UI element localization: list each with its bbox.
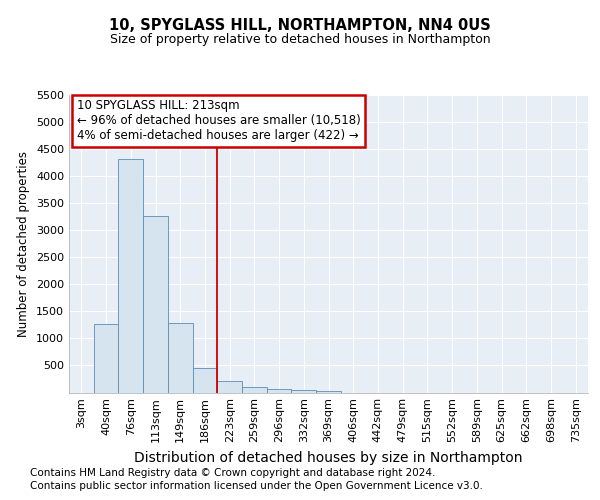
X-axis label: Distribution of detached houses by size in Northampton: Distribution of detached houses by size … (134, 451, 523, 465)
Bar (267, 388, 292, 392)
Bar (168, 322, 193, 392)
Bar (242, 387, 267, 392)
Text: 10 SPYGLASS HILL: 213sqm
← 96% of detached houses are smaller (10,518)
4% of sem: 10 SPYGLASS HILL: 213sqm ← 96% of detach… (77, 100, 361, 142)
Bar (118, 159, 143, 392)
Text: Size of property relative to detached houses in Northampton: Size of property relative to detached ho… (110, 32, 490, 46)
Text: Contains HM Land Registry data © Crown copyright and database right 2024.: Contains HM Land Registry data © Crown c… (30, 468, 436, 477)
Text: Contains public sector information licensed under the Open Government Licence v3: Contains public sector information licen… (30, 481, 483, 491)
Bar (94, 324, 118, 392)
Bar (143, 216, 168, 392)
Bar (193, 368, 217, 392)
Bar (292, 390, 316, 392)
Text: 10, SPYGLASS HILL, NORTHAMPTON, NN4 0US: 10, SPYGLASS HILL, NORTHAMPTON, NN4 0US (109, 18, 491, 32)
Bar (316, 391, 341, 392)
Y-axis label: Number of detached properties: Number of detached properties (17, 151, 31, 337)
Bar (217, 380, 242, 392)
